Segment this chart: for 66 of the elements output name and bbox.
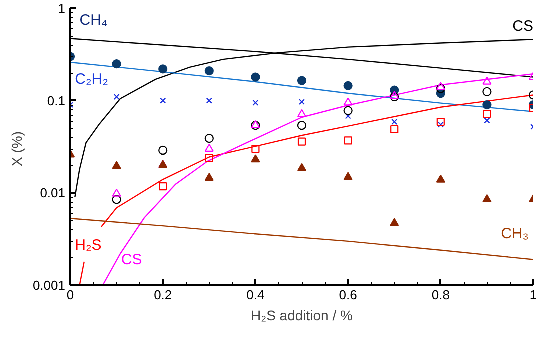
point xyxy=(344,136,352,145)
point xyxy=(390,218,400,226)
x-tick-label: 0.8 xyxy=(432,288,450,302)
point xyxy=(204,173,214,182)
x-axis-title: H₂S addition / % xyxy=(251,308,353,324)
point xyxy=(392,118,398,126)
point xyxy=(297,163,307,172)
y-axis-title: X (%) xyxy=(8,131,25,166)
x-tick-label: 0 xyxy=(66,288,74,302)
series-label: CH₃ xyxy=(501,226,529,243)
point xyxy=(158,64,168,74)
point xyxy=(114,94,120,100)
point xyxy=(482,76,492,85)
point xyxy=(251,154,260,163)
y-tick-label: 0.01 xyxy=(40,186,66,201)
point xyxy=(112,60,122,69)
point xyxy=(482,194,492,203)
series-label: C₂H₂ xyxy=(75,71,109,88)
point xyxy=(344,81,353,90)
point xyxy=(436,84,446,94)
point xyxy=(298,99,306,106)
point xyxy=(160,98,166,104)
point xyxy=(436,174,446,183)
y-tick-label: 0.1 xyxy=(47,93,66,108)
point xyxy=(483,110,492,118)
point xyxy=(298,138,306,146)
x-tick-label: 0.2 xyxy=(154,288,172,302)
point xyxy=(297,76,307,86)
point xyxy=(297,121,307,130)
series-label: CS xyxy=(121,251,142,268)
x-tick-label: 0.4 xyxy=(246,288,265,302)
point xyxy=(204,144,214,152)
point xyxy=(206,98,212,104)
line-series xyxy=(70,62,534,112)
point xyxy=(204,66,214,76)
point xyxy=(344,106,353,116)
x-tick-label: 1 xyxy=(530,288,538,302)
series-label: CH₄ xyxy=(80,12,108,30)
point xyxy=(436,118,445,126)
point xyxy=(205,154,214,162)
point xyxy=(158,146,168,156)
point xyxy=(112,161,122,170)
point xyxy=(484,118,490,124)
point xyxy=(159,182,168,191)
point xyxy=(390,92,400,102)
point xyxy=(390,125,399,134)
y-tick-label: 1 xyxy=(58,1,66,16)
point xyxy=(297,109,307,118)
point xyxy=(436,82,446,90)
point xyxy=(482,100,492,110)
x-tick-label: 0.6 xyxy=(339,288,358,302)
series-label: CS xyxy=(512,18,534,35)
point xyxy=(251,72,260,82)
point xyxy=(252,145,260,154)
series-label: H₂S xyxy=(75,237,102,254)
point xyxy=(482,87,492,96)
point xyxy=(438,122,444,128)
point xyxy=(345,113,352,120)
point xyxy=(112,195,122,204)
point xyxy=(344,172,353,180)
point xyxy=(112,188,122,197)
point xyxy=(390,91,400,100)
point xyxy=(204,134,214,144)
y-tick-label: 0.001 xyxy=(32,278,66,293)
point xyxy=(252,100,259,106)
point xyxy=(344,98,353,106)
